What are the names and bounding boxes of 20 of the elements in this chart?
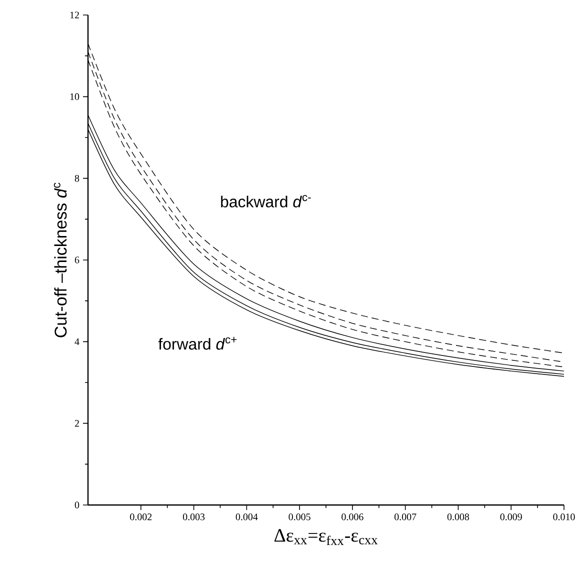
x-axis-title: Δε$_{xx}$=ε$_{fxx}$-ε$_{cxx}$: [274, 529, 378, 546]
x-tick-label: 0.005: [288, 514, 310, 520]
y-tick-label: 6: [74, 256, 80, 264]
annotation: forward d$^{c+}$: [158, 336, 237, 350]
y-tick-label: 0: [74, 502, 80, 508]
y-tick-label: 12: [70, 12, 79, 18]
y-tick-label: 8: [74, 174, 80, 182]
x-tick-label: 0.010: [553, 514, 575, 520]
x-tick-label: 0.003: [182, 514, 205, 520]
x-tick-label: 0.002: [130, 514, 152, 520]
y-tick-label: 4: [74, 338, 80, 345]
y-axis-title: Cut-off –thickness d$^{c}$: [54, 182, 67, 338]
x-tick-label: 0.006: [342, 514, 364, 520]
y-tick-label: 2: [74, 420, 79, 427]
y-tick-label: 10: [70, 93, 80, 100]
x-tick-label: 0.009: [500, 514, 522, 520]
x-tick-label: 0.007: [394, 514, 416, 520]
x-tick-label: 0.004: [236, 514, 258, 520]
x-tick-label: 0.008: [447, 514, 470, 520]
annotation: backward d$^{c-}$: [221, 194, 311, 208]
